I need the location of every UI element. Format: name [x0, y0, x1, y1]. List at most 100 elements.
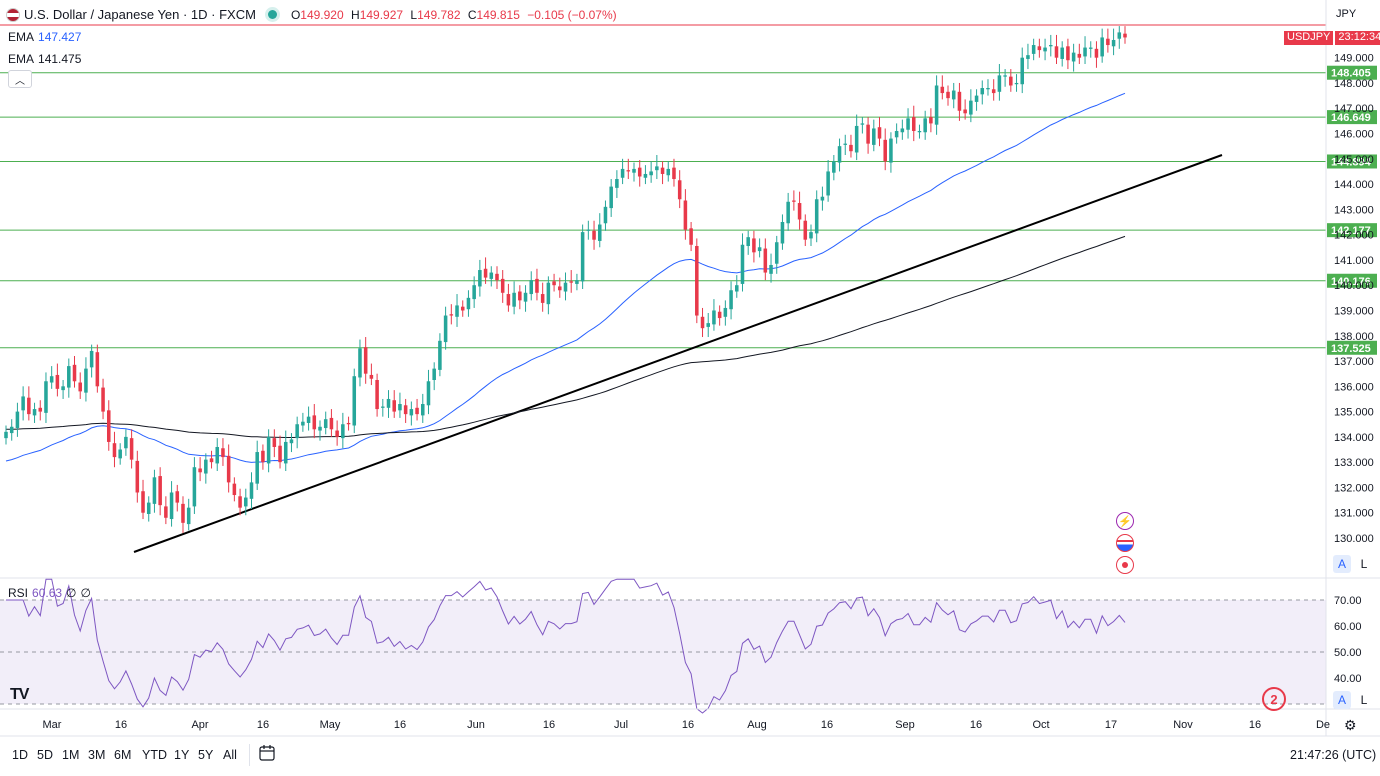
candle-body — [483, 268, 488, 278]
timeframe-5d[interactable]: 5D — [37, 748, 53, 762]
time-tick-label: Oct — [1032, 719, 1049, 731]
candle-body — [289, 439, 294, 444]
rsi-value: 60.63 — [32, 586, 63, 600]
timeframe-3m[interactable]: 3M — [88, 748, 106, 762]
candle-body — [946, 91, 950, 99]
price-tick-label: 139.000 — [1334, 305, 1374, 317]
timeframe-5y[interactable]: 5Y — [198, 748, 214, 762]
legend-header: U.S. Dollar / Japanese Yen · 1D · FXCM O… — [6, 7, 621, 22]
clock-display[interactable]: 21:47:26 (UTC) — [1290, 748, 1377, 762]
candle-body — [32, 409, 37, 416]
candle-body — [398, 404, 402, 411]
level-label-bg — [1327, 340, 1377, 355]
auto-scale-button-rsi[interactable]: A — [1333, 691, 1351, 709]
timeframe-1d[interactable]: 1D — [12, 748, 28, 762]
candle-body — [278, 445, 282, 463]
low-value: 149.782 — [417, 7, 461, 22]
candle-body — [169, 492, 174, 520]
candle-body — [991, 89, 996, 94]
candle-body — [683, 200, 688, 230]
candle-body — [38, 407, 43, 412]
price-tick-label: 137.000 — [1334, 356, 1374, 368]
log-scale-button-main[interactable]: L — [1360, 557, 1368, 571]
rsi-legend[interactable]: RSI 60.63 ∅ ∅ — [8, 586, 91, 600]
time-tick-label: De — [1316, 719, 1330, 731]
candle-body — [609, 186, 613, 209]
candle-body — [1066, 46, 1070, 61]
candle-body — [500, 278, 505, 293]
price-badge-countdown: 23:12:34 — [1335, 31, 1380, 45]
candle-body — [1054, 46, 1059, 58]
log-scale-button-rsi[interactable]: L — [1360, 693, 1368, 707]
candle-body — [620, 168, 625, 178]
candle-body — [974, 95, 979, 102]
candle-body — [951, 90, 956, 100]
candle-body — [672, 167, 676, 180]
high-value: 149.927 — [359, 7, 404, 22]
candle-body — [141, 491, 145, 513]
candle-body — [780, 222, 785, 244]
time-tick-label: May — [320, 719, 341, 731]
bottom-toolbar: 1D 5D 1M 3M 6M YTD 1Y 5Y All 21:47:26 (U… — [0, 738, 1380, 772]
flag-event-icon[interactable] — [1116, 534, 1134, 552]
candle-body — [695, 246, 699, 316]
timeframe-1m[interactable]: 1M — [62, 748, 80, 762]
candle-body — [872, 128, 876, 145]
candle-body — [204, 459, 208, 474]
candle-body — [375, 380, 379, 410]
candle-body — [820, 196, 825, 201]
candle-body — [118, 449, 122, 459]
ema-slow-legend[interactable]: EMA 141.475 — [8, 52, 81, 66]
candle-body — [1100, 37, 1104, 57]
auto-scale-button-main[interactable]: A — [1333, 555, 1351, 573]
candle-body — [192, 467, 197, 507]
candle-body — [1088, 47, 1093, 49]
candle-body — [729, 290, 733, 310]
candle-body — [386, 398, 391, 408]
candle-body — [969, 100, 973, 115]
time-tick-label: 16 — [115, 719, 127, 731]
timeframe-6m[interactable]: 6M — [114, 748, 132, 762]
level-label: 144.894 — [1331, 156, 1372, 168]
candle-body — [1106, 38, 1110, 46]
candle-body — [1014, 82, 1019, 85]
timeframe-all[interactable]: All — [223, 748, 237, 762]
candle-body — [626, 170, 631, 172]
candle-body — [843, 143, 848, 145]
timeframe-ytd[interactable]: YTD — [142, 748, 167, 762]
ema-fast-label: EMA — [8, 30, 35, 44]
candle-body — [849, 144, 853, 152]
flash-event-icon[interactable]: ⚡ — [1116, 512, 1134, 530]
ema-fast-legend[interactable]: EMA 147.427 — [8, 30, 81, 44]
record-event-icon[interactable] — [1116, 556, 1134, 574]
collapse-legend-button[interactable]: ︿ — [8, 70, 32, 88]
candle-body — [112, 443, 117, 458]
candle-body — [643, 173, 648, 178]
time-tick-label: 16 — [682, 719, 694, 731]
tradingview-logo[interactable]: TV — [10, 686, 29, 703]
candle-body — [186, 507, 191, 525]
candle-body — [826, 171, 830, 196]
time-tick-label: Jun — [467, 719, 485, 731]
symbol-title[interactable]: U.S. Dollar / Japanese Yen · 1D · FXCM — [24, 7, 256, 22]
candle-body — [792, 200, 796, 202]
settings-gear-icon[interactable]: ⚙ — [1344, 717, 1357, 733]
candle-body — [763, 248, 768, 273]
candle-body — [369, 374, 374, 379]
candle-body — [323, 419, 328, 429]
candle-body — [1077, 53, 1082, 58]
candle-body — [44, 381, 48, 413]
alerts-badge[interactable]: 2 — [1262, 687, 1286, 711]
timeframe-1y[interactable]: 1Y — [174, 748, 190, 762]
candle-body — [837, 146, 842, 163]
candle-body — [689, 228, 693, 245]
rsi-extra-2: ∅ — [80, 586, 91, 600]
candle-body — [106, 410, 111, 442]
currency-selector[interactable]: JPY — [1330, 2, 1374, 26]
candle-body — [249, 482, 254, 499]
candle-body — [238, 496, 242, 508]
candle-body — [940, 86, 945, 94]
candle-body — [934, 85, 939, 125]
date-range-calendar-icon[interactable] — [258, 744, 276, 762]
